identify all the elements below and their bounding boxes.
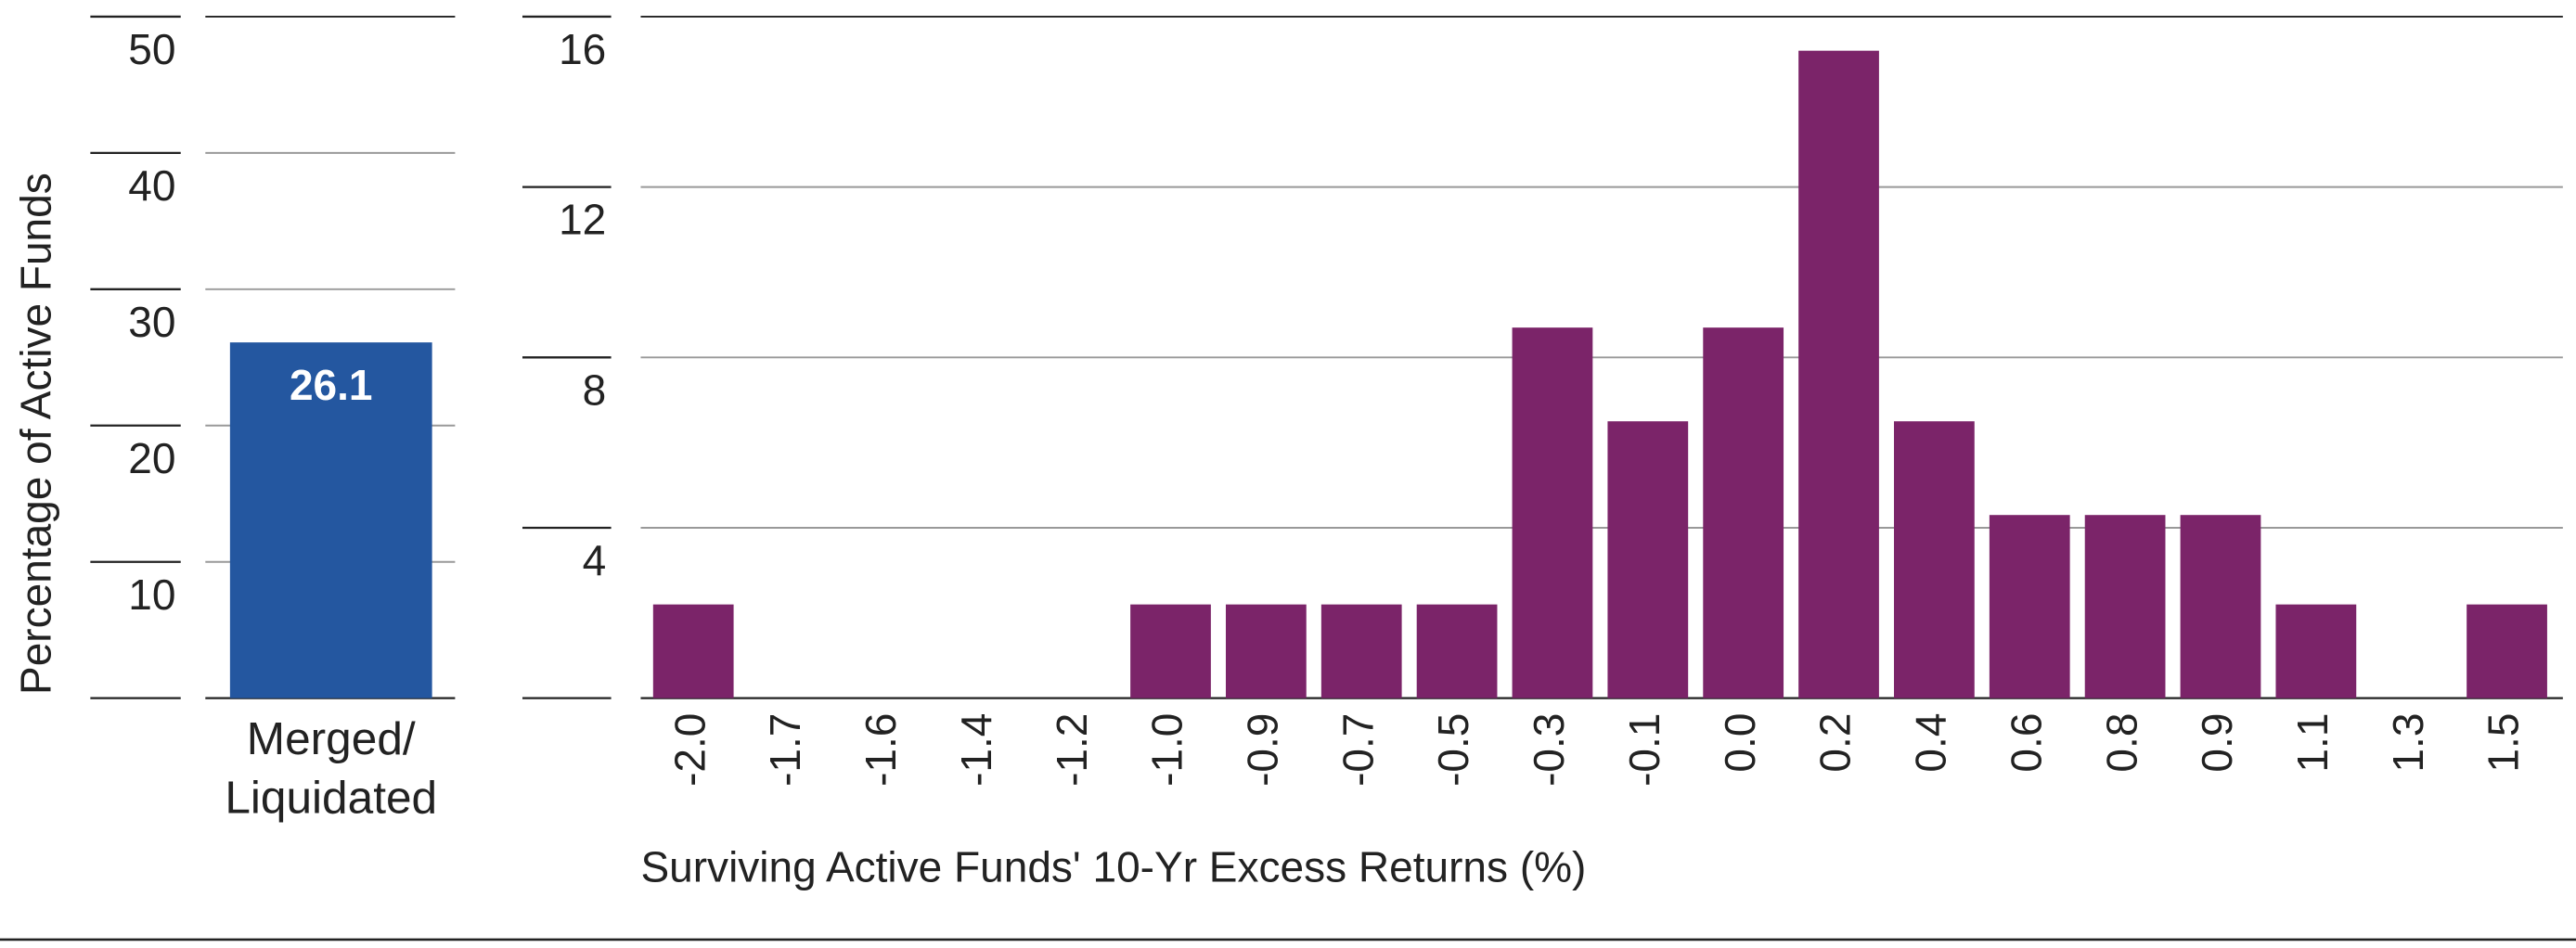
bar	[1798, 50, 1879, 698]
x-tick-label: -0.9	[1239, 713, 1287, 787]
bar	[1989, 515, 2070, 698]
y-tick-label: 40	[128, 161, 175, 210]
bar	[2084, 515, 2166, 698]
bar	[1607, 421, 1689, 698]
x-tick-label: -1.7	[761, 713, 809, 787]
x-tick-label: -0.3	[1525, 713, 1573, 787]
x-tick-label-box: Merged/ Liquidated	[225, 712, 438, 824]
x-tick-label: 0.4	[1907, 713, 1955, 773]
bar	[1320, 604, 1402, 698]
bar	[1225, 604, 1307, 698]
y-tick-label: 30	[128, 298, 175, 346]
bar	[1130, 604, 1211, 698]
y-tick-label: 4	[583, 536, 607, 584]
bar	[652, 604, 734, 698]
y-tick-label: 50	[128, 25, 175, 73]
x-axis-label: Surviving Active Funds' 10-Yr Excess Ret…	[640, 843, 1586, 891]
x-tick-label: -1.2	[1048, 713, 1096, 787]
bar	[1416, 604, 1498, 698]
bar	[1894, 421, 1975, 698]
x-tick-label: 0.6	[2002, 713, 2050, 773]
x-tick-label: -0.1	[1620, 713, 1668, 787]
bar	[1512, 327, 1593, 698]
bar	[229, 342, 432, 698]
x-tick-label: -0.7	[1333, 713, 1382, 787]
x-tick-label: 0.2	[1811, 713, 1860, 773]
x-tick-label: -1.6	[857, 713, 905, 787]
bar-value-label: 26.1	[290, 361, 373, 409]
bar	[2180, 515, 2261, 698]
x-tick-label: Merged/ Liquidated	[225, 712, 438, 824]
y-tick-label: 16	[559, 25, 606, 73]
y-axis-label: Percentage of Active Funds	[12, 173, 60, 695]
x-tick-label: 1.5	[2479, 713, 2528, 773]
x-tick-label: 1.3	[2384, 713, 2432, 773]
x-tick-label: -1.4	[952, 713, 1000, 787]
y-tick-label: 12	[559, 196, 606, 244]
x-tick-label: 0.8	[2097, 713, 2145, 773]
x-tick-label: 0.9	[2193, 713, 2241, 773]
x-tick-label: -0.5	[1429, 713, 1477, 787]
bar	[2275, 604, 2357, 698]
y-tick-label: 20	[128, 434, 175, 482]
x-tick-label: 0.0	[1716, 713, 1764, 773]
x-tick-label: -1.0	[1143, 713, 1191, 787]
x-tick-label: 1.1	[2288, 713, 2337, 773]
bar	[2467, 604, 2547, 698]
x-tick-label: -2.0	[665, 713, 714, 787]
y-tick-label: 8	[583, 365, 607, 414]
bar	[1703, 327, 1784, 698]
y-tick-label: 10	[128, 570, 175, 619]
